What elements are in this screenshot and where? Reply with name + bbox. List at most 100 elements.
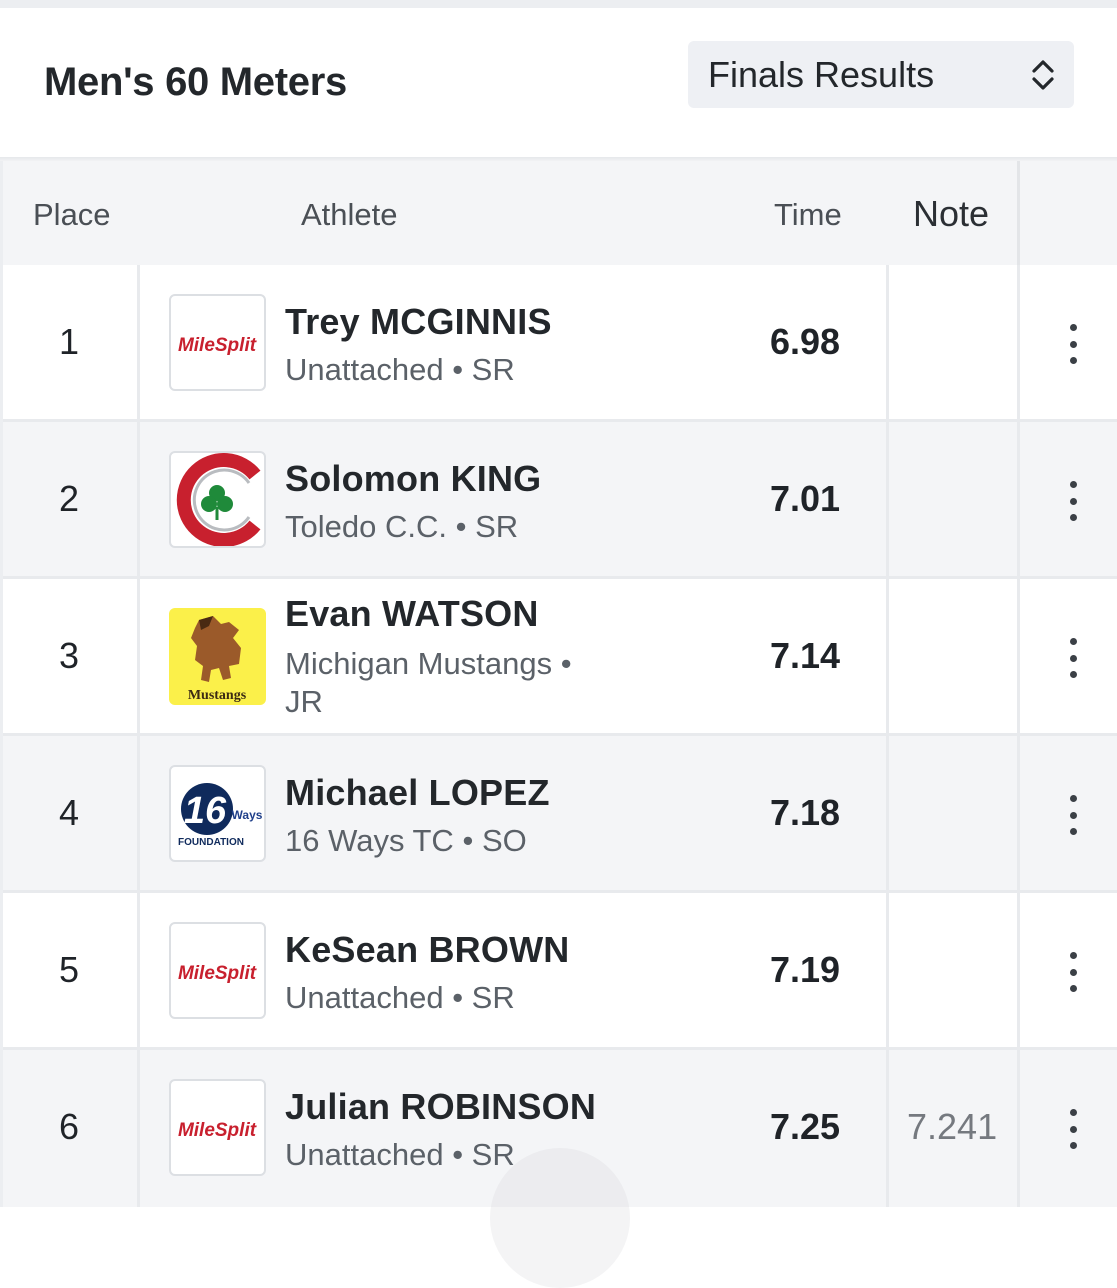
row-divider [3,890,1117,893]
row-more-menu-icon[interactable] [1061,324,1085,364]
milesplit-logo: MileSplit [169,294,266,391]
results-table: Place Athlete Time Note 1 MileSplit Trey… [0,161,1117,1207]
row-more-menu-icon[interactable] [1061,795,1085,835]
cell-divider [886,736,889,893]
athlete-name-link[interactable]: Solomon KING [285,458,542,499]
separator-dot: • [560,646,572,681]
table-row[interactable]: 5 MileSplit KeSean BROWN Unattached • SR… [0,893,1117,1050]
athlete-meta: Michigan Mustangs • JR [285,645,605,721]
table-header: Place Athlete Time Note [0,161,1117,265]
athlete-name-link[interactable]: Michael LOPEZ [285,772,550,813]
page-title: Men's 60 Meters [44,60,347,104]
separator-dot: • [455,509,467,544]
milesplit-logo-text: MileSplit [178,963,257,984]
place-value: 3 [59,635,80,676]
separator-dot: • [452,980,464,1015]
table-row[interactable]: 1 MileSplit Trey MCGINNIS Unattached • S… [0,265,1117,422]
grade: SR [471,352,515,387]
grade: SR [475,509,519,544]
athlete-name-link[interactable]: Trey MCGINNIS [285,301,552,342]
mustangs-logo-text: Mustangs [188,688,247,703]
row-divider [3,419,1117,422]
grade: SO [481,823,527,858]
place-value: 2 [59,478,80,519]
top-strip [0,0,1117,8]
mustangs-logo: Mustangs [169,608,266,705]
cell-divider [137,579,140,736]
cell-divider [886,893,889,1050]
cell-divider [1017,893,1020,1050]
time-value: 7.25 [770,1106,841,1147]
team-name[interactable]: Unattached [285,980,444,1015]
separator-dot: • [452,352,464,387]
athlete-name-link[interactable]: KeSean BROWN [285,929,570,970]
row-more-menu-icon[interactable] [1061,1109,1085,1149]
table-row[interactable]: 6 MileSplit Julian ROBINSON Unattached •… [0,1050,1117,1207]
column-divider [1017,161,1020,265]
cell-divider [137,265,140,422]
toledo-cc-logo [169,451,266,548]
cell-divider [886,265,889,422]
row-more-menu-icon[interactable] [1061,481,1085,521]
row-divider [3,733,1117,736]
separator-dot: • [462,823,474,858]
team-name[interactable]: Michigan Mustangs [285,646,553,681]
athlete-meta: Toledo C.C. • SR [285,508,518,546]
16-ways-logo-word: Ways [232,808,263,822]
16-ways-logo: 16 Ways FOUNDATION [169,765,266,862]
cell-divider [137,736,140,893]
round-select-dropdown[interactable]: Finals Results [688,41,1074,108]
time-value: 7.19 [770,949,841,990]
cell-divider [137,422,140,579]
team-name[interactable]: 16 Ways TC [285,823,454,858]
milesplit-logo-text: MileSplit [178,335,257,356]
table-row[interactable]: 4 16 Ways FOUNDATION Michael LOPEZ 16 Wa… [0,736,1117,893]
column-header-place[interactable]: Place [33,197,111,232]
place-value: 5 [59,949,80,990]
cell-divider [1017,1050,1020,1207]
team-name[interactable]: Unattached [285,1137,444,1172]
row-more-menu-icon[interactable] [1061,952,1085,992]
time-value: 7.14 [770,635,841,676]
time-value: 7.01 [770,478,841,519]
place-value: 6 [59,1106,80,1147]
cell-divider [1017,736,1020,893]
touch-ripple [490,1148,630,1288]
milesplit-logo-text: MileSplit [178,1120,257,1141]
cell-divider [886,422,889,579]
athlete-name-link[interactable]: Julian ROBINSON [285,1086,597,1127]
table-row[interactable]: 3 Mustangs Evan WATSON Michigan Mustangs… [0,579,1117,736]
place-value: 1 [59,321,80,362]
athlete-meta: Unattached • SR [285,351,515,389]
team-name[interactable]: Toledo C.C. [285,509,447,544]
team-name[interactable]: Unattached [285,352,444,387]
column-header-note[interactable]: Note [913,193,990,234]
grade: JR [285,684,323,719]
header-divider [0,157,1117,162]
cell-divider [886,579,889,736]
athlete-name-link[interactable]: Evan WATSON [285,593,539,634]
cell-divider [137,893,140,1050]
cell-divider [1017,579,1020,736]
16-ways-logo-number: 16 [184,790,227,832]
separator-dot: • [452,1137,464,1172]
cell-divider [886,1050,889,1207]
round-select-value: Finals Results [708,53,935,95]
note-value: 7.241 [907,1106,998,1147]
table-row[interactable]: 2 Solomon KING Toledo C.C. • SR 7.01 [0,422,1117,579]
cell-divider [1017,265,1020,422]
event-header: Men's 60 Meters Finals Results [0,8,1117,158]
milesplit-logo: MileSplit [169,1079,266,1176]
column-header-athlete[interactable]: Athlete [301,197,398,232]
place-value: 4 [59,792,80,833]
updown-chevron-icon [1032,60,1054,90]
grade: SR [471,1137,515,1172]
row-divider [3,576,1117,579]
time-value: 7.18 [770,792,841,833]
athlete-meta: Unattached • SR [285,979,515,1017]
row-divider [3,1047,1117,1050]
milesplit-logo: MileSplit [169,922,266,1019]
row-more-menu-icon[interactable] [1061,638,1085,678]
column-header-time[interactable]: Time [774,197,842,232]
16-ways-logo-foundation: FOUNDATION [178,837,244,848]
